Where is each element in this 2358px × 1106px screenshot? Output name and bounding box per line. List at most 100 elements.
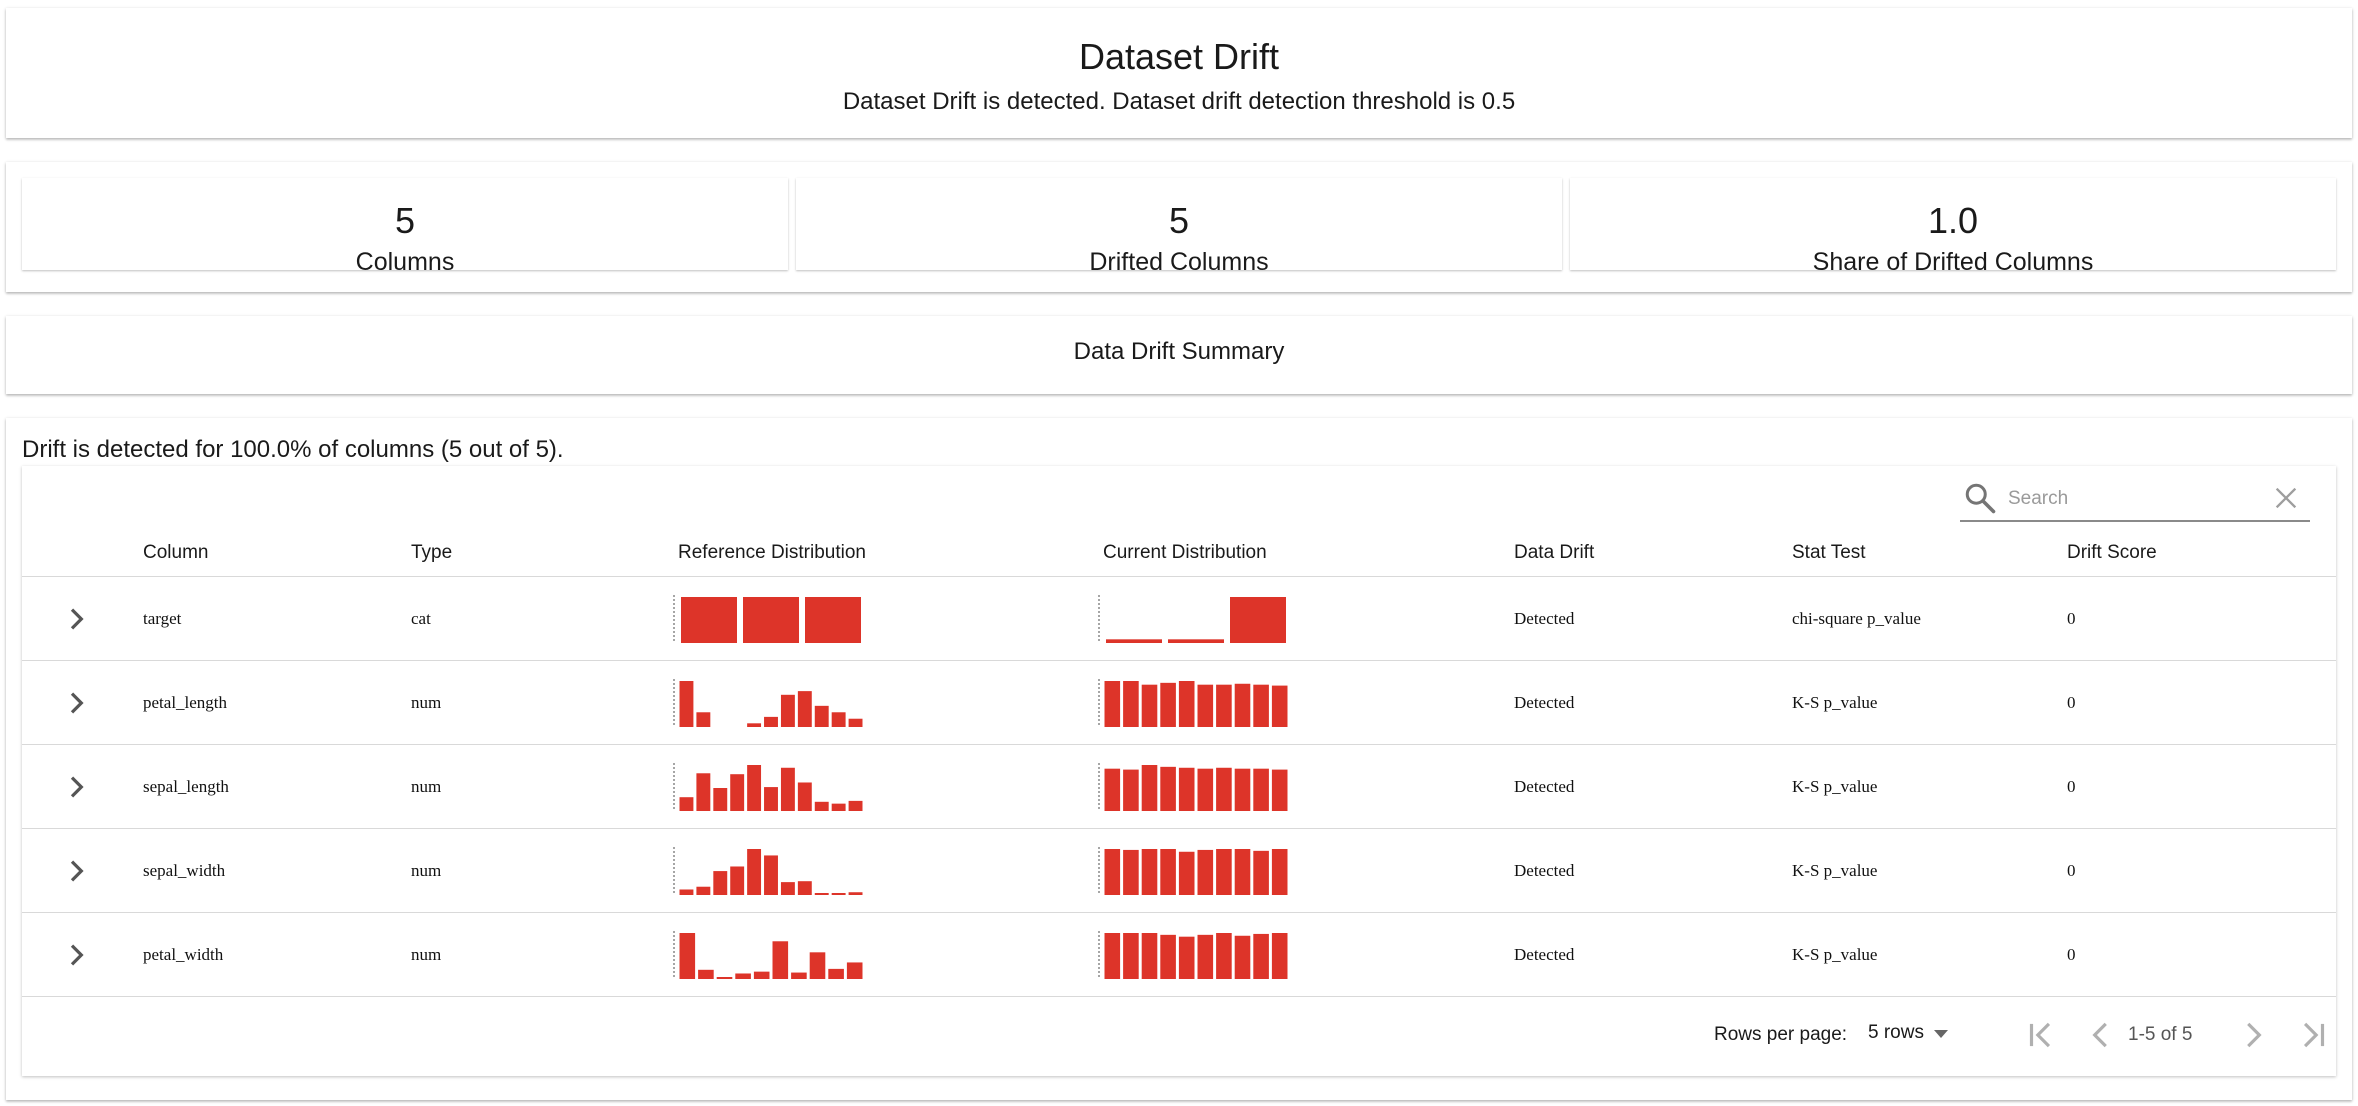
expand-row-icon[interactable]	[60, 855, 92, 887]
page-range: 1-5 of 5	[2128, 1024, 2193, 1045]
current-distribution-chart	[1098, 763, 1288, 811]
cell-column: target	[143, 609, 182, 628]
histogram-bar	[1160, 849, 1176, 895]
first-page-icon[interactable]	[2022, 1016, 2060, 1054]
histogram-bar	[696, 886, 711, 895]
expand-row-icon[interactable]	[60, 939, 92, 971]
histogram-bar	[1178, 767, 1195, 811]
column-header-drift-score[interactable]: Drift Score	[2067, 542, 2157, 563]
histogram-bar	[797, 782, 812, 811]
reference-distribution-chart	[673, 847, 863, 895]
histogram-bar	[1178, 936, 1195, 979]
reference-distribution-chart	[673, 763, 863, 811]
histogram-bar	[1104, 681, 1121, 727]
histogram-bar	[1123, 769, 1139, 811]
previous-page-icon[interactable]	[2082, 1016, 2120, 1054]
rows-per-page-label: Rows per page:	[1714, 1024, 1848, 1045]
summary-title: Data Drift Summary	[1073, 338, 1285, 365]
counter-value: 5	[1168, 200, 1190, 241]
histogram-bar	[1141, 684, 1158, 727]
reference-distribution-chart	[673, 595, 861, 643]
cell-column: sepal_length	[143, 777, 229, 796]
histogram-bar	[791, 972, 807, 979]
table-row[interactable]: petal_width num Detected K-S p_value 0	[22, 913, 2336, 997]
cell-drift-score: 0	[2067, 945, 2076, 964]
table-row[interactable]: sepal_length num Detected K-S p_value 0	[22, 745, 2336, 829]
expand-row-icon[interactable]	[60, 603, 92, 635]
histogram-bar	[1234, 849, 1251, 895]
histogram-bar	[747, 849, 762, 895]
cell-type: num	[411, 777, 442, 796]
histogram-bar	[1234, 935, 1251, 979]
cell-stat-test: K-S p_value	[1792, 861, 1878, 880]
histogram-bar	[797, 691, 812, 727]
histogram-bar	[1123, 681, 1139, 727]
histogram-bar	[1141, 849, 1158, 895]
histogram-bar	[805, 597, 861, 643]
column-header-current-distribution[interactable]: Current Distribution	[1103, 542, 1267, 563]
histogram-bar	[735, 973, 751, 979]
column-header-type[interactable]: Type	[411, 542, 453, 563]
rows-per-page-select[interactable]: 5 rows	[1868, 1022, 1948, 1050]
table-row[interactable]: sepal_width num Detected K-S p_value 0	[22, 829, 2336, 913]
current-distribution-chart	[1098, 931, 1288, 979]
cell-stat-test: K-S p_value	[1792, 777, 1878, 796]
cell-data-drift: Detected	[1514, 861, 1575, 880]
column-header-stat-test[interactable]: Stat Test	[1792, 542, 1866, 563]
histogram-bar	[1253, 933, 1269, 979]
table-row[interactable]: target cat Detected chi-square p_value 0	[22, 577, 2336, 661]
histogram-bar	[1234, 683, 1251, 727]
cell-drift-score: 0	[2067, 777, 2076, 796]
histogram-bar	[1160, 682, 1176, 727]
histogram-bar	[1234, 768, 1251, 811]
histogram-bar	[730, 774, 745, 811]
clear-search-icon[interactable]	[2272, 484, 2300, 512]
counters-card: 5 Columns 5 Drifted Columns 1.0 Share of…	[6, 162, 2352, 292]
histogram-bar	[696, 773, 711, 811]
last-page-icon[interactable]	[2294, 1016, 2332, 1054]
histogram-bar	[1197, 768, 1214, 811]
cell-column: petal_length	[143, 693, 228, 712]
histogram-bar	[679, 889, 694, 895]
cell-data-drift: Detected	[1514, 693, 1575, 712]
table-row[interactable]: petal_length num Detected K-S p_value 0	[22, 661, 2336, 745]
next-page-icon[interactable]	[2234, 1016, 2272, 1054]
expand-row-icon[interactable]	[60, 771, 92, 803]
histogram-bar	[764, 716, 778, 727]
histogram-bar	[1197, 849, 1214, 895]
histogram-bar	[1197, 684, 1214, 727]
histogram-bar	[1168, 639, 1224, 643]
histogram-bar	[1216, 684, 1232, 727]
current-distribution-chart	[1098, 847, 1288, 895]
histogram-bar	[1216, 767, 1232, 811]
column-header-data-drift[interactable]: Data Drift	[1514, 542, 1595, 563]
cell-type: num	[411, 861, 442, 880]
histogram-bar	[780, 694, 795, 727]
cell-type: num	[411, 693, 442, 712]
search-input[interactable]	[2006, 484, 2256, 514]
column-header-column[interactable]: Column	[143, 542, 209, 563]
column-header-reference-distribution[interactable]: Reference Distribution	[678, 542, 866, 563]
histogram-bar	[698, 969, 714, 979]
dropdown-arrow-icon	[1934, 1030, 1948, 1038]
expand-row-icon[interactable]	[60, 687, 92, 719]
histogram-bar	[846, 962, 863, 979]
cell-drift-score: 0	[2067, 609, 2076, 628]
current-distribution-chart	[1098, 679, 1288, 727]
histogram-bar	[747, 765, 762, 811]
histogram-bar	[1253, 850, 1269, 895]
search-field	[1960, 478, 2310, 522]
counter-label: Share of Drifted Columns	[1812, 248, 2094, 276]
cell-column: sepal_width	[143, 861, 226, 880]
histogram-bar	[1160, 934, 1176, 979]
histogram-bar	[1271, 685, 1288, 727]
histogram-bar	[679, 933, 696, 979]
counter-value: 5	[394, 200, 416, 241]
histogram-bar	[1271, 849, 1288, 895]
cell-data-drift: Detected	[1514, 945, 1575, 964]
histogram-bar	[831, 893, 846, 895]
histogram-bar	[828, 968, 844, 979]
histogram-bar	[743, 597, 799, 643]
header-divider	[22, 576, 2336, 577]
histogram-bar	[848, 892, 863, 895]
